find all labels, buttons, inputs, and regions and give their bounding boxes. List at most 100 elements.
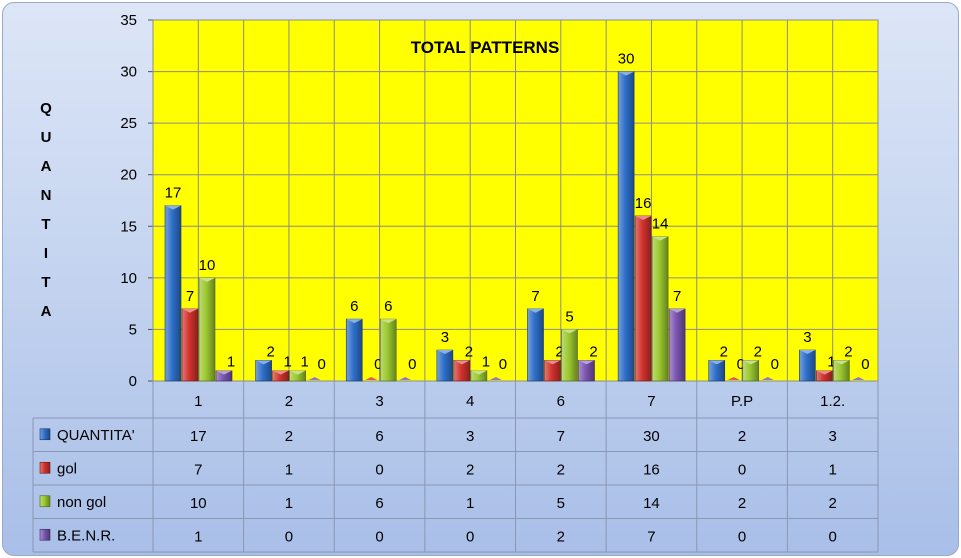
- table-cell-non-gol-3: 6: [375, 495, 383, 512]
- legend-swatch-non-gol: [39, 495, 51, 508]
- data-label-b-e-n-r-1: 1: [227, 354, 235, 371]
- data-label-quantita-1-2: 3: [803, 329, 811, 346]
- x-tick-label-1: 1: [194, 393, 202, 410]
- data-label-non-gol-1: 10: [199, 257, 216, 274]
- table-cell-gol-1-2: 1: [829, 461, 837, 478]
- table-cell-b-e-n-r-6: 2: [557, 528, 565, 545]
- y-axis-label-letter-7: A: [41, 303, 52, 320]
- data-label-gol-1: 7: [186, 288, 194, 305]
- bar-non-gol-1: [198, 277, 216, 382]
- y-tick-label-0: 0: [129, 373, 137, 390]
- data-label-b-e-n-r-4: 0: [499, 356, 507, 373]
- x-tick-label-3: 3: [375, 393, 383, 410]
- legend-label-quantita: QUANTITA': [57, 427, 135, 444]
- table-cell-quantita-7: 30: [643, 428, 660, 445]
- table-cell-gol-p-p: 0: [738, 461, 746, 478]
- bar-cap-non-gol-p-p: [742, 360, 759, 365]
- bar-non-gol-7: [651, 236, 669, 382]
- table-cell-quantita-6: 7: [557, 428, 565, 445]
- bar-cap-gol-7: [635, 215, 652, 220]
- x-tick-label-p-p: P.P: [731, 393, 753, 410]
- bar-cap-gol-2: [272, 370, 289, 375]
- bar-gol-3: [365, 377, 378, 380]
- y-axis-label-letter-6: T: [41, 274, 50, 291]
- table-cell-b-e-n-r-4: 0: [466, 528, 474, 545]
- data-label-gol-6: 2: [555, 343, 563, 360]
- chart-title: TOTAL PATTERNS: [411, 38, 560, 57]
- bar-cap-non-gol-4: [470, 370, 487, 375]
- data-label-b-e-n-r-1-2: 0: [861, 356, 869, 373]
- bar-cap-quantita-7: [618, 71, 635, 76]
- data-label-gol-7: 16: [635, 195, 652, 212]
- bar-cap-b-e-n-r-6: [578, 360, 595, 365]
- data-label-quantita-3: 6: [350, 298, 358, 315]
- bar-non-gol-3: [379, 318, 397, 382]
- y-axis-label-letter-1: U: [41, 129, 52, 146]
- bar-quantita-7: [617, 71, 635, 382]
- table-cell-quantita-1-2: 3: [829, 428, 837, 445]
- legend-swatch-gol: [39, 461, 51, 474]
- data-label-non-gol-p-p: 2: [754, 343, 762, 360]
- data-label-quantita-7: 30: [618, 51, 635, 68]
- y-axis-label-letter-0: Q: [40, 100, 52, 117]
- y-axis-label-letter-2: A: [41, 158, 52, 175]
- table-cell-non-gol-1: 10: [190, 495, 207, 512]
- data-label-b-e-n-r-7: 7: [673, 288, 681, 305]
- bar-cap-non-gol-1-2: [833, 360, 850, 365]
- table-cell-non-gol-7: 14: [643, 495, 660, 512]
- y-axis-label-letter-5: I: [44, 245, 48, 262]
- bar-b-e-n-r-3: [399, 377, 412, 380]
- legend-label-gol: gol: [57, 460, 77, 477]
- table-cell-gol-7: 16: [643, 461, 660, 478]
- bar-cap-quantita-2: [255, 360, 272, 365]
- bar-quantita-6: [527, 308, 544, 382]
- table-cell-b-e-n-r-1: 1: [194, 528, 202, 545]
- data-label-non-gol-4: 1: [482, 354, 490, 371]
- bar-b-e-n-r-2: [308, 377, 321, 380]
- bar-cap-gol-1: [182, 308, 198, 313]
- data-label-quantita-p-p: 2: [720, 343, 728, 360]
- y-tick-label-30: 30: [120, 64, 137, 81]
- bar-cap-non-gol-2: [289, 370, 306, 375]
- legend-label-b-e-n-r: B.E.N.R.: [57, 527, 115, 544]
- data-label-non-gol-1-2: 2: [844, 343, 852, 360]
- bar-cap-gol-6: [544, 360, 561, 365]
- data-label-quantita-1: 17: [165, 185, 182, 202]
- bar-gol-1: [181, 308, 199, 382]
- bar-cap-quantita-1-2: [799, 350, 816, 355]
- bar-b-e-n-r-7: [668, 308, 686, 382]
- bar-cap-quantita-6: [527, 308, 544, 313]
- table-cell-gol-1: 7: [194, 461, 202, 478]
- y-tick-label-35: 35: [120, 12, 137, 29]
- bar-cap-non-gol-1: [199, 277, 215, 282]
- data-label-b-e-n-r-2: 0: [317, 356, 325, 373]
- bar-cap-gol-4: [453, 360, 470, 365]
- bar-quantita-3: [345, 318, 363, 382]
- data-label-b-e-n-r-p-p: 0: [771, 356, 779, 373]
- bar-cap-non-gol-7: [652, 236, 669, 241]
- table-cell-gol-6: 2: [557, 461, 565, 478]
- data-label-non-gol-6: 5: [565, 308, 573, 325]
- bar-gol-p-p: [727, 377, 740, 380]
- table-cell-non-gol-p-p: 2: [738, 495, 746, 512]
- x-tick-label-4: 4: [466, 393, 474, 410]
- bar-b-e-n-r-1-2: [852, 377, 865, 380]
- table-cell-non-gol-2: 1: [285, 495, 293, 512]
- table-cell-non-gol-6: 5: [557, 495, 565, 512]
- table-cell-gol-4: 2: [466, 461, 474, 478]
- y-tick-label-10: 10: [120, 270, 137, 287]
- data-label-non-gol-3: 6: [384, 298, 392, 315]
- y-tick-label-5: 5: [129, 321, 137, 338]
- data-label-gol-4: 2: [465, 343, 473, 360]
- table-cell-non-gol-1-2: 2: [829, 495, 837, 512]
- bar-cap-quantita-4: [436, 350, 453, 355]
- table-cell-b-e-n-r-p-p: 0: [738, 528, 746, 545]
- bar-cap-quantita-p-p: [708, 360, 725, 365]
- y-axis-label-letter-3: N: [41, 187, 52, 204]
- data-label-non-gol-7: 14: [652, 216, 669, 233]
- bar-quantita-1-2: [799, 349, 816, 382]
- table-cell-quantita-4: 3: [466, 428, 474, 445]
- table-cell-b-e-n-r-3: 0: [375, 528, 383, 545]
- bar-cap-non-gol-6: [561, 329, 578, 334]
